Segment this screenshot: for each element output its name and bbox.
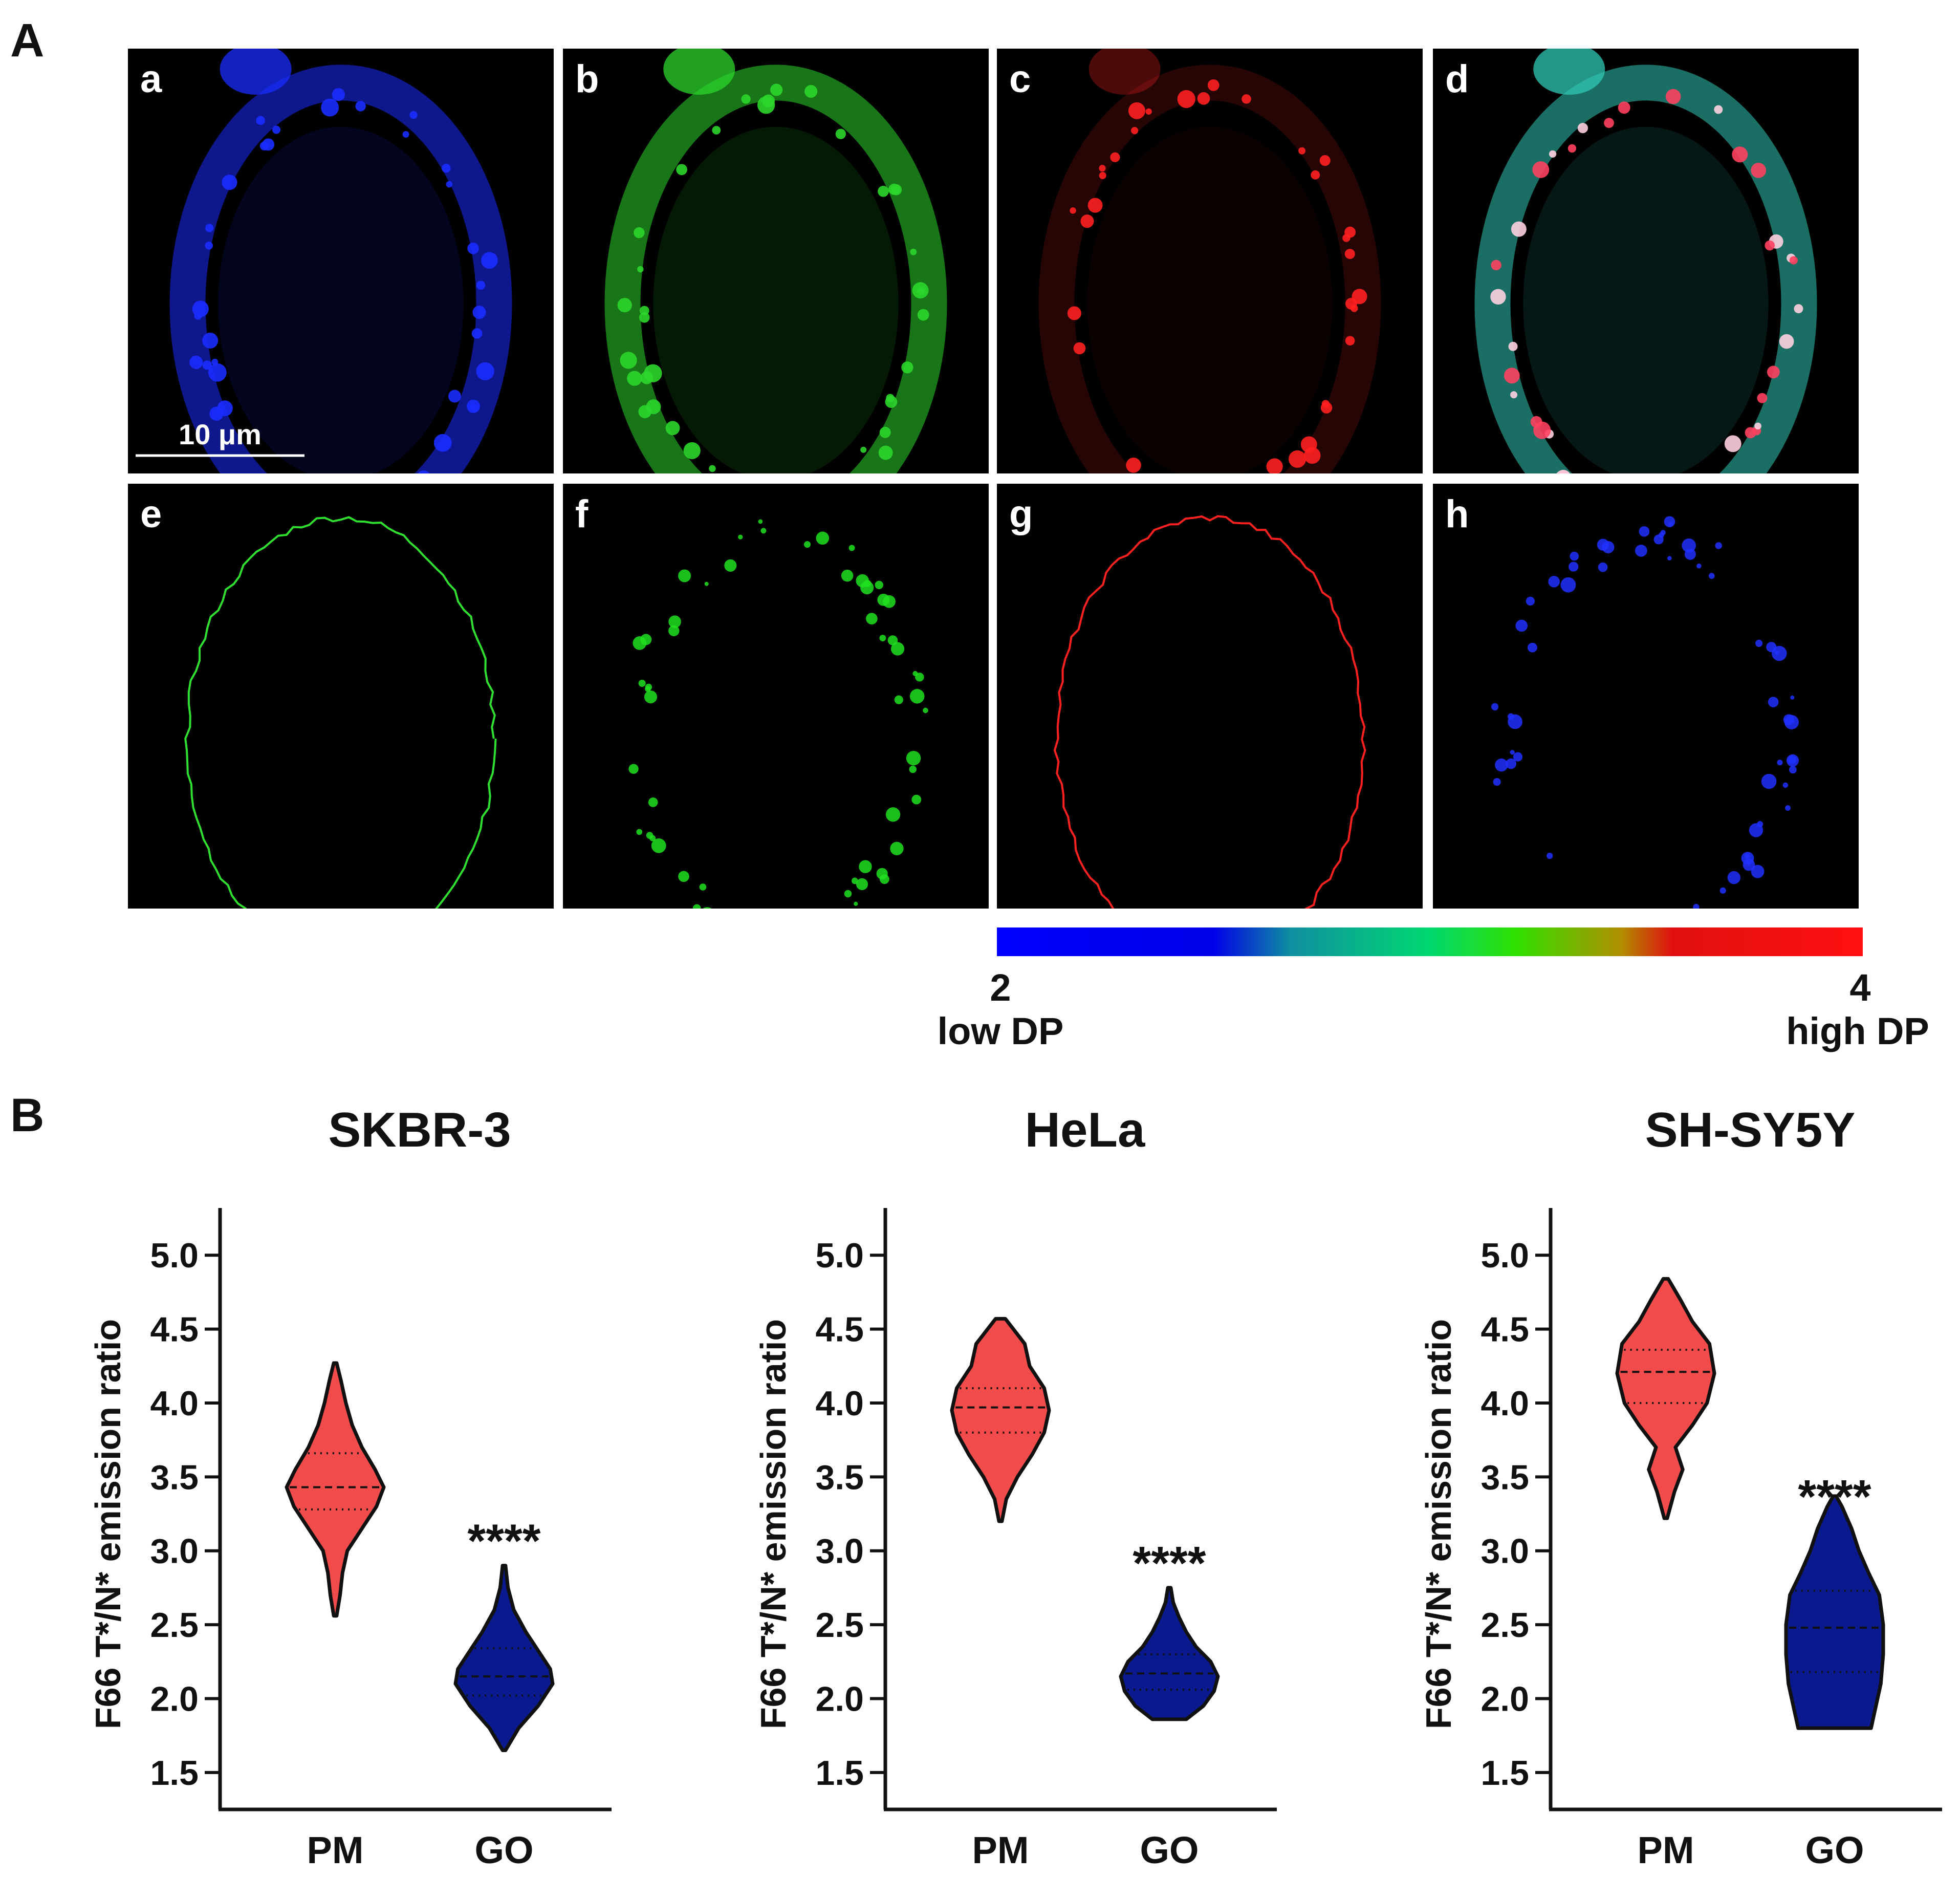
y-axis-label: F66 T*/N* emission ratio [88,1319,128,1729]
micrograph-c: c [997,49,1423,473]
y-tick-label: 2.0 [150,1679,199,1718]
x-tick-label: GO [1805,1829,1864,1871]
violin-chart-2: HeLa F66 T*/N* emission ratio 1.5 2.0 2.5 3.0… [753,1103,1277,1871]
y-tick-label: 4.5 [1480,1310,1529,1349]
y-tick-label: 4.0 [150,1384,199,1423]
micrograph-e: e [128,484,554,909]
violin-go [1784,1494,1885,1730]
violin-pm [1615,1277,1716,1520]
y-tick-label: 5.0 [150,1236,199,1275]
micrograph-label-g: g [1009,492,1033,536]
y-tick-label: 2.5 [815,1606,864,1645]
significance-marker: **** [1798,1471,1871,1523]
micrograph-label-e: e [140,492,162,536]
violin-chart-3: SH-SY5Y F66 T*/N* emission ratio 1.5 2.0 2.5… [1419,1103,1942,1871]
y-tick-label: 3.5 [1480,1458,1529,1497]
x-tick-label: PM [1638,1829,1694,1871]
colorbar-min-label: 2 [990,966,1011,1009]
micrograph-g: g [997,484,1423,909]
micrograph-label-a: a [140,57,162,101]
y-axis-label: F66 T*/N* emission ratio [753,1319,793,1729]
colorbar-max-label: 4 [1849,966,1870,1009]
y-tick-label: 3.0 [1480,1532,1529,1571]
y-tick-label: 3.0 [150,1532,199,1571]
panel-label-b: B [10,1089,44,1141]
y-tick-label: 2.0 [815,1679,864,1718]
micrograph-label-b: b [575,57,599,101]
micrograph-label-c: c [1009,57,1031,101]
chart-title: SKBR-3 [328,1103,511,1157]
significance-marker: **** [1133,1537,1206,1589]
violin-panel: B SKBR-3 F66 T*/N* emission ratio 1.5 2.0 2.… [10,1089,1942,1871]
x-tick-label: PM [972,1829,1029,1871]
y-tick-label: 5.0 [815,1236,864,1275]
y-tick-label: 3.5 [815,1458,864,1497]
violin-go [453,1564,555,1752]
y-tick-label: 2.0 [1480,1679,1529,1718]
x-tick-label: GO [474,1829,533,1871]
chart-title: SH-SY5Y [1645,1103,1856,1157]
chart-title: HeLa [1025,1103,1145,1157]
scale-bar: 10 μm [136,418,304,457]
x-tick-label: GO [1140,1829,1199,1871]
micrograph-b: b [563,49,989,473]
micrograph-label-f: f [575,492,589,536]
micrograph-panel: A a b c d e f g h 10 μm 2 4 low DP high DP [10,14,1929,1052]
y-tick-label: 5.0 [1480,1236,1529,1275]
micrograph-label-d: d [1445,57,1469,101]
y-tick-label: 1.5 [1480,1754,1529,1793]
violin-go [1119,1586,1220,1721]
y-tick-label: 2.5 [150,1606,199,1645]
micrograph-d: d [1433,49,1859,473]
x-tick-label: PM [307,1829,364,1871]
violin-pm [285,1361,386,1618]
y-tick-label: 4.5 [815,1310,864,1349]
colorbar-low-label: low DP [938,1010,1064,1052]
colorbar-high-label: high DP [1786,1010,1929,1052]
violin-pm [950,1317,1051,1523]
y-tick-label: 4.5 [150,1310,199,1349]
micrograph-f: f [563,484,989,909]
micrograph-label-h: h [1445,492,1469,536]
colorbar [997,927,1863,956]
significance-marker: **** [467,1515,540,1567]
y-axis-label: F66 T*/N* emission ratio [1419,1319,1458,1729]
y-tick-label: 4.0 [815,1384,864,1423]
micrograph-a: a [128,49,554,473]
y-tick-label: 2.5 [1480,1606,1529,1645]
micrograph-h: h [1433,484,1859,909]
scale-bar-label: 10 μm [179,418,262,450]
y-tick-label: 4.0 [1480,1384,1529,1423]
y-tick-label: 3.0 [815,1532,864,1571]
violin-chart-1: SKBR-3 F66 T*/N* emission ratio 1.5 2.0 2.5 3… [88,1103,612,1871]
panel-label-a: A [10,14,44,67]
y-tick-label: 3.5 [150,1458,199,1497]
y-tick-label: 1.5 [150,1754,199,1793]
y-tick-label: 1.5 [815,1754,864,1793]
